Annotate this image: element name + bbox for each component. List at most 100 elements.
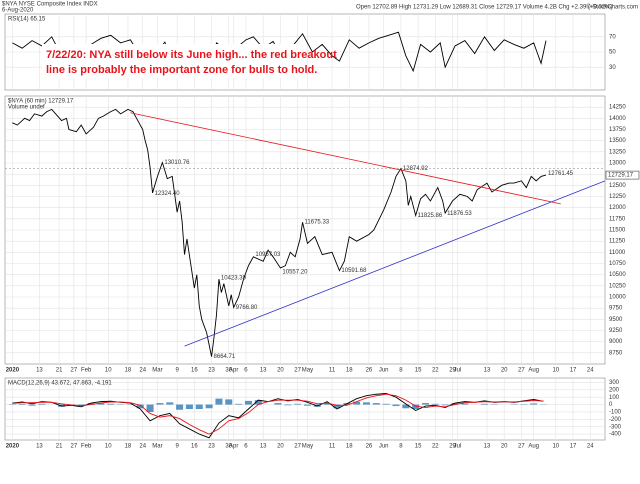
histogram-bar — [481, 404, 488, 405]
x-tick-label: 22 — [432, 368, 439, 374]
x-tick-label: 13 — [260, 368, 267, 374]
x-tick-label: 15 — [415, 444, 422, 450]
x-tick-label: 13 — [36, 444, 43, 450]
histogram-bar — [245, 401, 252, 405]
panel-title: MACD(12,26,9) 43.672, 47.863, -4.191 — [8, 381, 112, 387]
x-tick-label: 26 — [366, 368, 373, 374]
x-tick-label: 2020 — [6, 368, 20, 374]
annotation-line: line is probably the important zone for … — [46, 64, 317, 76]
x-tick-label: 27 — [71, 444, 78, 450]
y-tick-label: 11250 — [609, 239, 626, 245]
histogram-bar — [383, 404, 390, 405]
histogram-bar — [432, 404, 439, 405]
y-tick-label: 10500 — [609, 272, 626, 278]
x-tick-label: Apr — [229, 368, 238, 374]
x-tick-label: 23 — [208, 444, 215, 450]
y-tick-label: 13750 — [609, 127, 626, 133]
x-tick-label: 18 — [125, 368, 132, 374]
histogram-bar — [186, 405, 193, 409]
x-tick-label: 13 — [260, 444, 267, 450]
x-tick-label: 23 — [208, 368, 215, 374]
y-tick-label: 11750 — [609, 216, 626, 222]
histogram-bar — [38, 404, 45, 405]
x-tick-label: Jul — [454, 368, 462, 374]
point-label: 10957.03 — [255, 252, 281, 258]
y-tick-label: -100 — [609, 410, 622, 416]
x-tick-label: 10 — [552, 368, 559, 374]
annotation-line: 7/22/20: NYA still below its June high..… — [46, 49, 337, 61]
histogram-bar — [166, 402, 173, 404]
y-tick-label: 9500 — [609, 317, 623, 323]
histogram-bar — [274, 403, 281, 404]
x-tick-label: 10 — [105, 444, 112, 450]
x-tick-label: 2020 — [6, 444, 20, 450]
histogram-bar — [215, 399, 222, 405]
histogram-bar — [156, 403, 163, 404]
histogram-bar — [196, 405, 203, 409]
y-tick-label: 200 — [609, 387, 620, 393]
x-tick-label: 26 — [366, 444, 373, 450]
x-tick-label: Jun — [379, 444, 389, 450]
histogram-bar — [235, 404, 242, 405]
panel-frame — [5, 378, 605, 440]
quote: Open 12702.89 High 12731.29 Low 12689.31… — [356, 5, 613, 11]
y-tick-label: 12000 — [609, 205, 626, 211]
point-label: 12324.40 — [155, 191, 181, 197]
histogram-bar — [392, 405, 399, 406]
point-label: 13010.76 — [164, 160, 190, 166]
histogram-bar — [304, 405, 311, 406]
y-tick-label: -200 — [609, 417, 622, 423]
histogram-bar — [422, 403, 429, 404]
y-tick-label: 10000 — [609, 295, 626, 301]
x-tick-label: 20 — [501, 368, 508, 374]
y-tick-label: 12250 — [609, 194, 626, 200]
x-tick-label: 18 — [346, 368, 353, 374]
y-tick-label: 13000 — [609, 161, 626, 167]
x-tick-label: 16 — [191, 368, 198, 374]
x-tick-label: 18 — [125, 444, 132, 450]
y-tick-label: 70 — [609, 34, 616, 40]
x-tick-label: 24 — [139, 444, 146, 450]
x-tick-label: 22 — [432, 444, 439, 450]
x-tick-label: Mar — [152, 444, 162, 450]
point-label: 10557.20 — [282, 270, 308, 276]
point-label: 12874.92 — [403, 166, 429, 172]
x-tick-label: 13 — [484, 368, 491, 374]
x-tick-label: 13 — [36, 368, 43, 374]
x-tick-label: Apr — [229, 444, 238, 450]
last-value-label: 12729.17 — [608, 173, 634, 179]
y-tick-label: 11500 — [609, 228, 626, 234]
histogram-bar — [294, 404, 301, 405]
point-label: 11825.86 — [418, 213, 443, 219]
y-tick-label: 13500 — [609, 138, 626, 144]
x-tick-label: 11 — [329, 444, 336, 450]
x-tick-label: 20 — [277, 368, 284, 374]
x-tick-label: Aug — [528, 444, 539, 450]
x-tick-label: 15 — [415, 368, 422, 374]
x-tick-label: 27 — [294, 444, 301, 450]
x-tick-label: 17 — [570, 444, 577, 450]
panel-title: RSI(14) 65.15 — [8, 17, 46, 23]
point-label: 12761.45 — [548, 171, 574, 177]
x-tick-label: 24 — [587, 444, 594, 450]
x-tick-label: 13 — [484, 444, 491, 450]
x-tick-label: 27 — [518, 368, 525, 374]
y-tick-label: 100 — [609, 395, 620, 401]
x-tick-label: 21 — [56, 444, 63, 450]
point-label: 9766.80 — [236, 305, 258, 311]
point-label: 11675.33 — [305, 220, 330, 226]
y-tick-label: 14250 — [609, 105, 626, 111]
x-tick-label: 27 — [294, 368, 301, 374]
x-tick-label: Jul — [454, 444, 462, 450]
y-tick-label: 14000 — [609, 116, 626, 122]
histogram-bar — [373, 403, 380, 404]
histogram-bar — [363, 402, 370, 404]
x-tick-label: May — [302, 444, 313, 450]
x-tick-label: 24 — [587, 368, 594, 374]
y-tick-label: 30 — [609, 65, 616, 71]
annotation: 7/22/20: NYA still below its June high..… — [42, 44, 337, 78]
y-tick-label: 10250 — [609, 283, 626, 289]
x-tick-label: Mar — [152, 368, 162, 374]
date: 6-Aug-2020 — [2, 8, 34, 14]
